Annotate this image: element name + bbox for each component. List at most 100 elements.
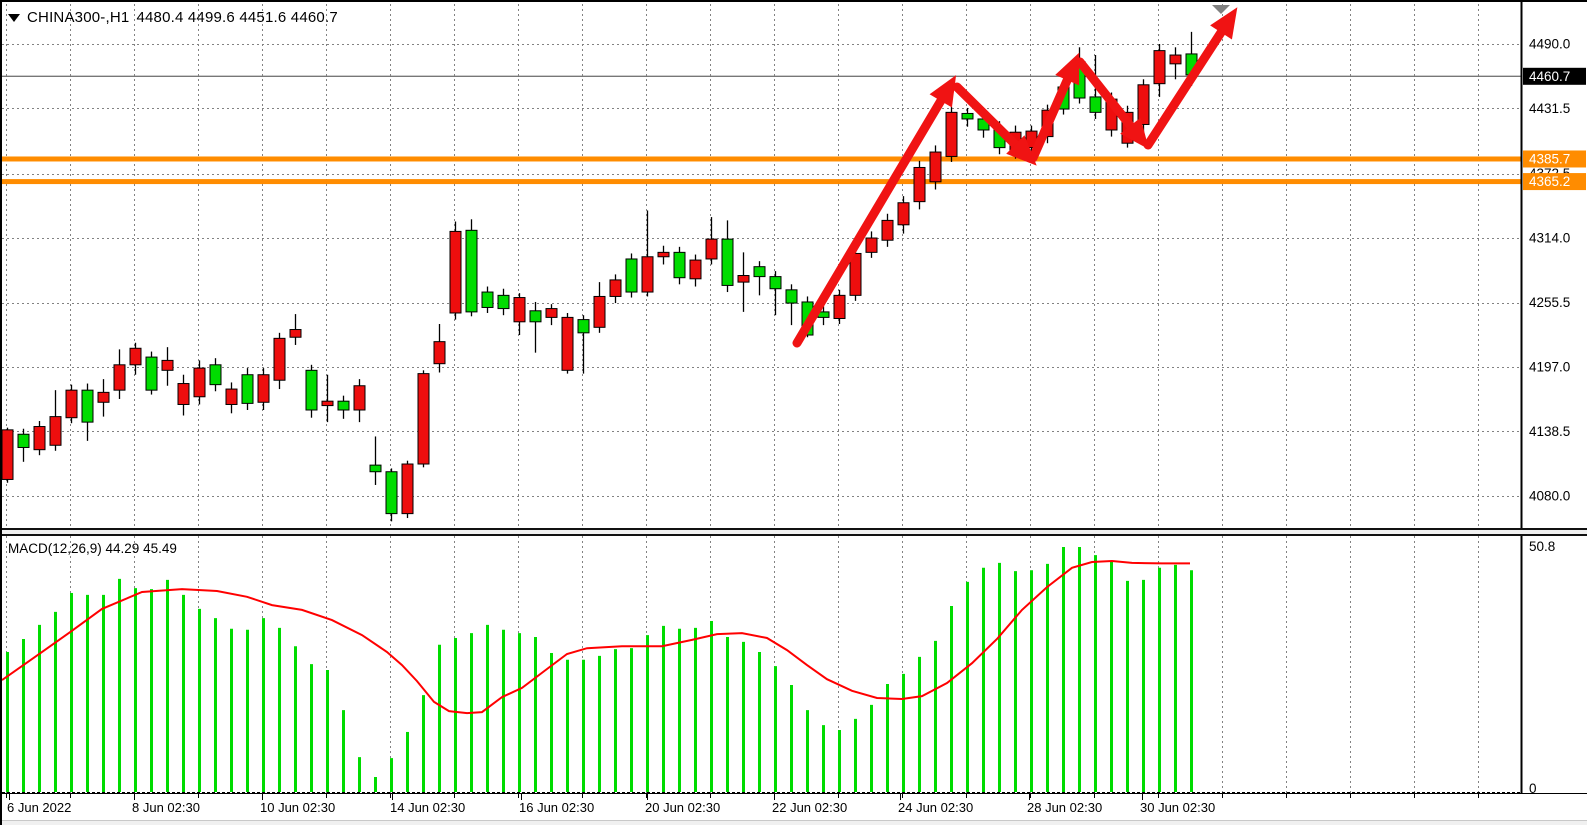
candlestick bbox=[561, 312, 574, 374]
candlestick bbox=[2, 427, 14, 483]
support-line[interactable] bbox=[2, 156, 1521, 162]
candlestick bbox=[513, 293, 526, 336]
price-chart-panel[interactable]: 4490.04431.54372.54314.04255.54197.04138… bbox=[2, 2, 1587, 528]
candlestick bbox=[1169, 47, 1182, 80]
candlestick bbox=[609, 274, 622, 304]
symbol-dropdown-icon[interactable] bbox=[8, 13, 20, 22]
time-axis-label: 14 Jun 02:30 bbox=[390, 800, 466, 815]
trend-arrow[interactable] bbox=[1028, 52, 1080, 163]
candlestick bbox=[865, 231, 878, 258]
candlestick bbox=[241, 368, 254, 410]
candlestick bbox=[785, 284, 798, 326]
candlestick bbox=[529, 301, 542, 353]
candlestick bbox=[65, 384, 78, 424]
macd-indicator-panel[interactable]: 50.8 0 bbox=[2, 536, 1587, 793]
candlestick bbox=[273, 332, 286, 390]
candlestick bbox=[289, 314, 302, 345]
candlestick bbox=[257, 368, 270, 410]
candlestick bbox=[145, 351, 158, 395]
time-axis-tick bbox=[198, 794, 199, 798]
candlestick bbox=[961, 107, 974, 127]
candlestick bbox=[49, 390, 62, 451]
candlestick bbox=[449, 221, 462, 320]
candlestick bbox=[417, 370, 430, 468]
candlestick bbox=[369, 436, 382, 485]
time-axis-tick bbox=[1030, 794, 1031, 798]
candlestick bbox=[193, 360, 206, 405]
price-chart-canvas[interactable]: 4490.04431.54372.54314.04255.54197.04138… bbox=[2, 2, 1587, 528]
candlestick bbox=[641, 210, 654, 297]
time-axis-tick bbox=[838, 794, 839, 798]
time-axis-tick bbox=[6, 794, 7, 798]
time-axis-major-tick bbox=[1029, 794, 1030, 800]
time-axis-label: 16 Jun 02:30 bbox=[519, 800, 595, 815]
time-axis-tick bbox=[646, 794, 647, 798]
candlestick bbox=[177, 374, 190, 416]
time-axis-tick bbox=[1094, 794, 1095, 798]
price-axis-label: 4197.0 bbox=[1529, 360, 1570, 375]
price-axis-label: 4490.0 bbox=[1529, 37, 1570, 52]
time-axis-major-tick bbox=[134, 794, 135, 800]
macd-scale-zero: 0 bbox=[1529, 781, 1537, 793]
candlestick bbox=[737, 252, 750, 312]
time-axis-label: 22 Jun 02:30 bbox=[772, 800, 848, 815]
price-axis-label: 4314.0 bbox=[1529, 231, 1570, 246]
chart-shift-icon[interactable] bbox=[1212, 5, 1230, 14]
ohlc-values: 4480.4 4499.6 4451.6 4460.7 bbox=[136, 9, 338, 26]
chart-title: CHINA300-,H1 4480.4 4499.6 4451.6 4460.7 bbox=[8, 9, 338, 26]
price-axis-label: 4080.0 bbox=[1529, 488, 1570, 503]
candlestick bbox=[913, 160, 926, 210]
price-axis-label: 4431.5 bbox=[1529, 101, 1570, 116]
trend-arrow[interactable] bbox=[792, 75, 957, 348]
candlestick bbox=[625, 253, 638, 298]
candlestick bbox=[321, 374, 334, 423]
candlestick bbox=[753, 261, 766, 296]
candlestick bbox=[945, 106, 958, 162]
time-axis-label: 20 Jun 02:30 bbox=[645, 800, 721, 815]
symbol-period-label: CHINA300-,H1 bbox=[27, 9, 130, 26]
candlestick bbox=[129, 342, 142, 375]
time-axis-major-tick bbox=[262, 794, 263, 800]
time-axis[interactable]: 6 Jun 2022 8 Jun 02:30 10 Jun 02:30 14 Jun … bbox=[2, 793, 1587, 821]
macd-scale-max: 50.8 bbox=[1529, 539, 1555, 554]
panel-resize-handle[interactable] bbox=[2, 528, 1587, 536]
candlestick bbox=[113, 349, 126, 399]
current-price-tag: 4460.7 bbox=[1523, 67, 1586, 85]
time-axis-major-tick bbox=[774, 794, 775, 800]
svg-text:4365.2: 4365.2 bbox=[1529, 174, 1570, 189]
candlestick bbox=[337, 395, 350, 419]
candlestick bbox=[833, 289, 846, 325]
candlestick bbox=[689, 254, 702, 287]
macd-signal-line bbox=[2, 559, 1190, 715]
macd-canvas[interactable]: 50.80 bbox=[2, 536, 1587, 793]
support-line[interactable] bbox=[2, 179, 1521, 185]
time-axis-major-tick bbox=[521, 794, 522, 800]
candlestick bbox=[1153, 44, 1166, 97]
candlestick bbox=[929, 145, 942, 190]
candlestick bbox=[161, 347, 174, 386]
candlestick bbox=[97, 379, 110, 417]
time-axis-label: 8 Jun 02:30 bbox=[132, 800, 200, 815]
candlestick bbox=[33, 421, 46, 456]
trend-arrow[interactable] bbox=[1143, 7, 1238, 150]
svg-text:4385.7: 4385.7 bbox=[1529, 151, 1570, 166]
time-axis-label: 28 Jun 02:30 bbox=[1027, 800, 1103, 815]
candlestick bbox=[849, 247, 862, 301]
time-axis-tick bbox=[1158, 794, 1159, 798]
time-axis-tick bbox=[518, 794, 519, 798]
time-axis-tick bbox=[1222, 794, 1223, 798]
time-axis-tick bbox=[966, 794, 967, 798]
time-axis-tick bbox=[454, 794, 455, 798]
time-axis-tick bbox=[902, 794, 903, 798]
time-axis-tick bbox=[710, 794, 711, 798]
time-axis-major-tick bbox=[1142, 794, 1143, 800]
candlestick bbox=[705, 217, 718, 265]
candlestick bbox=[385, 468, 398, 522]
candlestick bbox=[897, 196, 910, 234]
time-axis-tick bbox=[1350, 794, 1351, 798]
candlestick bbox=[81, 383, 94, 441]
trend-arrow[interactable] bbox=[1075, 57, 1149, 150]
candlestick bbox=[721, 220, 734, 293]
hline-price-tag: 4385.7 bbox=[1523, 150, 1586, 168]
trend-arrow[interactable] bbox=[952, 82, 1037, 166]
